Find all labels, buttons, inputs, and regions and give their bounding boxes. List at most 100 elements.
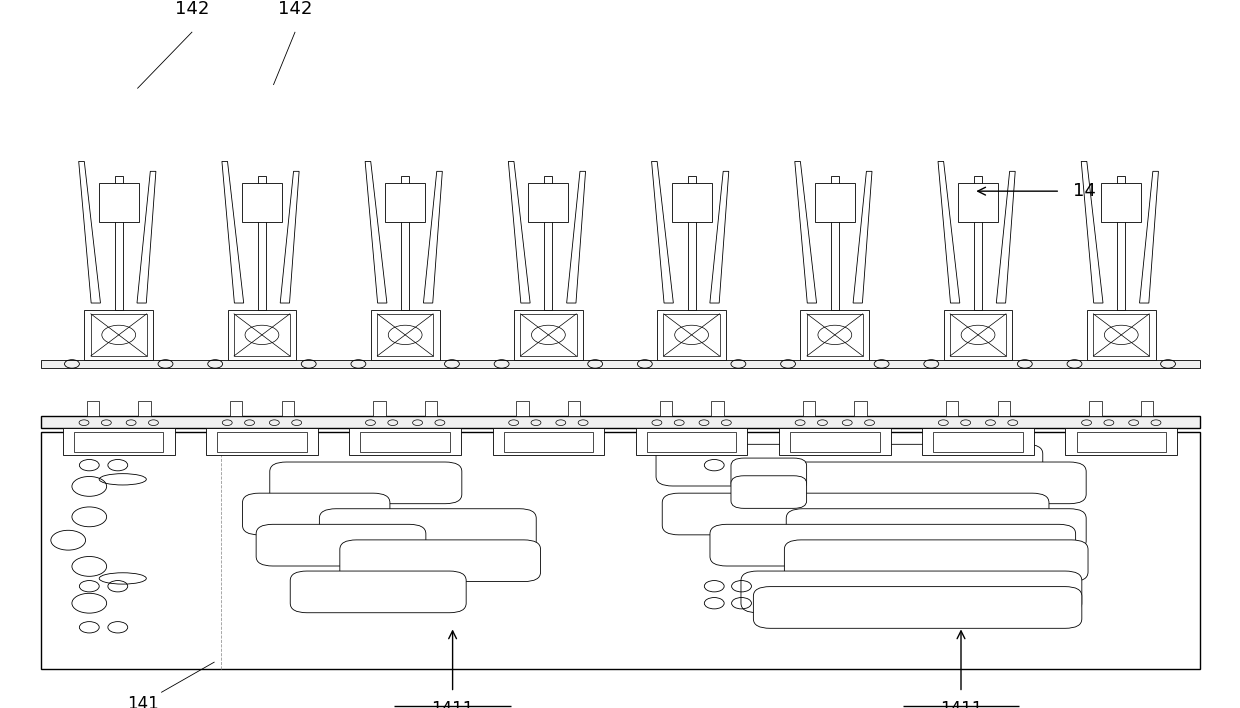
Bar [516,401,528,416]
Polygon shape [78,161,100,303]
Polygon shape [853,171,872,303]
Bar [815,183,854,222]
Polygon shape [1140,171,1158,303]
Bar [521,314,577,356]
FancyBboxPatch shape [732,458,807,491]
Bar [1101,183,1141,222]
Bar [807,314,863,356]
Polygon shape [937,161,960,303]
Bar [568,401,580,416]
Text: 141: 141 [126,695,159,708]
Polygon shape [280,171,299,303]
Polygon shape [567,171,585,303]
Bar [1089,401,1101,416]
Bar [234,314,290,356]
Bar [854,401,867,416]
Polygon shape [1081,161,1104,303]
Bar [63,428,175,455]
Bar [91,314,146,356]
Polygon shape [709,171,729,303]
Text: 14: 14 [1073,182,1095,200]
Bar [229,401,242,416]
Bar [258,176,265,310]
Bar [281,401,294,416]
Bar [636,428,748,455]
Bar [87,401,99,416]
Polygon shape [508,161,531,303]
Bar [950,314,1006,356]
Bar [672,183,712,222]
Bar [923,428,1034,455]
Bar [1076,432,1166,452]
Bar [528,183,568,222]
FancyBboxPatch shape [662,493,1049,535]
Text: 1411: 1411 [432,700,474,708]
Bar [242,183,281,222]
Bar [1065,428,1177,455]
Bar [959,183,998,222]
FancyBboxPatch shape [761,462,1086,503]
Bar [1094,314,1149,356]
Bar [944,310,1012,360]
Bar [801,310,869,360]
Bar [115,176,123,310]
Bar [217,432,306,452]
Bar [74,432,164,452]
Bar [373,401,386,416]
FancyBboxPatch shape [243,493,389,535]
Bar [1141,401,1153,416]
Bar [371,310,439,360]
Bar [831,176,838,310]
Bar [425,401,438,416]
FancyBboxPatch shape [290,571,466,612]
Bar [975,176,982,310]
Bar [503,432,593,452]
Bar [386,183,425,222]
Polygon shape [423,171,443,303]
Bar [402,176,409,310]
Text: 1411: 1411 [940,700,982,708]
Polygon shape [136,171,156,303]
FancyBboxPatch shape [270,462,461,503]
Bar [544,176,552,310]
FancyBboxPatch shape [742,571,1081,612]
Bar [350,428,461,455]
Bar [492,428,604,455]
FancyBboxPatch shape [340,540,541,581]
Bar [41,416,1200,428]
Bar [41,432,1200,669]
Bar [934,432,1023,452]
FancyBboxPatch shape [320,509,536,550]
Polygon shape [651,161,673,303]
Bar [779,428,890,455]
Bar [657,310,725,360]
Bar [84,310,153,360]
Text: 142: 142 [175,0,210,18]
FancyBboxPatch shape [732,476,807,508]
Bar [515,310,583,360]
Bar [361,432,450,452]
Bar [1087,310,1156,360]
Polygon shape [222,161,244,303]
Bar [99,183,139,222]
FancyBboxPatch shape [257,525,425,566]
Bar [660,401,672,416]
Polygon shape [365,161,387,303]
Bar [647,432,737,452]
Bar [1117,176,1125,310]
Bar [663,314,719,356]
Bar [228,310,296,360]
FancyBboxPatch shape [656,445,1043,486]
Text: 142: 142 [278,0,312,18]
Polygon shape [795,161,817,303]
FancyBboxPatch shape [786,509,1086,550]
Bar [998,401,1011,416]
FancyBboxPatch shape [754,587,1081,628]
Bar [688,176,696,310]
FancyBboxPatch shape [785,540,1087,581]
Bar [206,428,317,455]
Polygon shape [996,171,1016,303]
Bar [712,401,724,416]
Bar [802,401,815,416]
Bar [139,401,151,416]
